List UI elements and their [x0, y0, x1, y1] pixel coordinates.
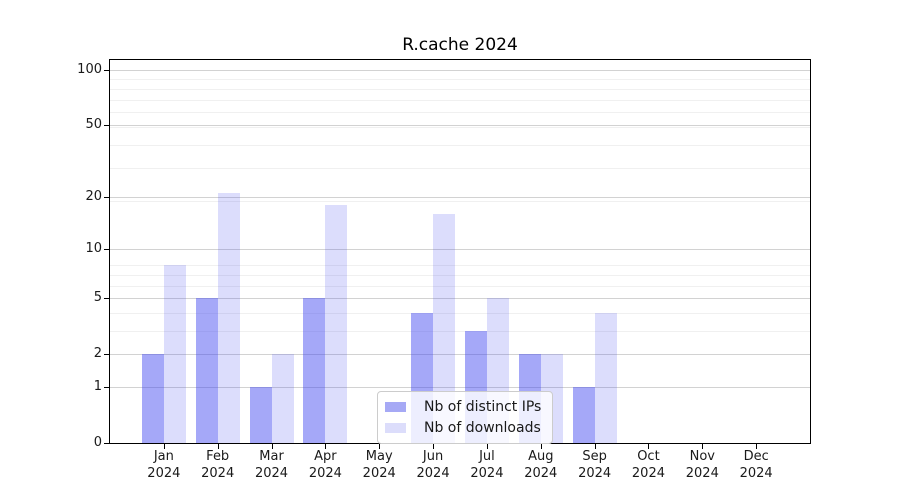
x-tick-label-nov: Nov 2024: [685, 449, 719, 481]
plot-area: [109, 59, 811, 444]
x-tickmark-aug: [540, 444, 542, 449]
major-gridline-10: [110, 249, 810, 251]
y-tickmark-1: [104, 386, 109, 388]
x-tickmark-dec: [756, 444, 758, 449]
x-tickmark-oct: [648, 444, 650, 449]
x-tickmark-sep: [594, 444, 596, 449]
y-tick-label-2: 2: [93, 346, 102, 362]
legend-label-distinct-ips: Nb of distinct IPs: [424, 398, 542, 415]
legend-item-downloads: Nb of downloads: [385, 417, 541, 438]
minor-gridline-29: [110, 168, 810, 170]
minor-gridline-69: [110, 99, 810, 101]
minor-gridline-79: [110, 88, 810, 90]
bar-distinct-ips-sep: [572, 386, 595, 443]
x-tick-label-may: May 2024: [362, 449, 396, 481]
major-gridline-5: [110, 298, 810, 300]
y-tick-label-20: 20: [85, 188, 102, 204]
minor-gridline-6: [110, 285, 810, 287]
y-tickmark-10: [104, 249, 109, 251]
x-tick-label-aug: Aug 2024: [524, 449, 558, 481]
x-tick-label-apr: Apr 2024: [308, 449, 342, 481]
bar-downloads-feb: [217, 193, 240, 443]
x-tickmark-jun: [433, 444, 435, 449]
x-tick-label-jun: Jun 2024: [416, 449, 450, 481]
y-tickmark-100: [104, 70, 109, 71]
x-tickmark-jan: [163, 444, 165, 449]
x-tick-label-jan: Jan 2024: [147, 449, 181, 481]
x-tick-label-mar: Mar 2024: [254, 449, 289, 481]
bar-downloads-jun: [433, 214, 456, 443]
legend-item-distinct-ips: Nb of distinct IPs: [385, 396, 541, 417]
minor-gridline-3: [110, 330, 810, 332]
minor-gridline-89: [110, 79, 810, 81]
bar-distinct-ips-jan: [141, 354, 164, 443]
x-tickmark-mar: [271, 444, 273, 449]
x-tick-label-dec: Dec 2024: [739, 449, 773, 481]
y-tick-label-100: 100: [77, 62, 102, 77]
bar-distinct-ips-mar: [249, 386, 272, 443]
y-tick-label-50: 50: [85, 117, 102, 133]
minor-gridline-49: [110, 126, 810, 128]
legend-swatch-downloads: [385, 422, 406, 433]
x-tick-label-oct: Oct 2024: [631, 449, 665, 481]
major-gridline-20: [110, 196, 810, 198]
minor-gridline-59: [110, 112, 810, 114]
bar-downloads-sep: [594, 312, 617, 443]
x-tickmark-may: [379, 444, 381, 449]
minor-gridline-19: [110, 200, 810, 202]
x-tick-label-jul: Jul 2024: [470, 449, 504, 481]
bar-distinct-ips-feb: [195, 298, 218, 443]
minor-gridline-7: [110, 274, 810, 276]
x-tickmark-feb: [217, 444, 219, 449]
y-tick-label-5: 5: [93, 290, 102, 306]
y-tickmark-50: [104, 125, 109, 127]
x-tickmark-jul: [486, 444, 488, 449]
bar-downloads-mar: [271, 354, 294, 443]
y-tickmark-5: [104, 298, 109, 300]
major-gridline-100: [110, 70, 810, 71]
x-tick-label-feb: Feb 2024: [201, 449, 235, 481]
bar-distinct-ips-apr: [303, 298, 326, 443]
bar-downloads-jan: [163, 265, 186, 443]
minor-gridline-8: [110, 265, 810, 267]
y-tick-label-10: 10: [85, 241, 102, 257]
x-tickmark-apr: [325, 444, 327, 449]
legend-label-downloads: Nb of downloads: [424, 419, 541, 436]
x-tickmark-nov: [702, 444, 704, 449]
chart-title: R.cache 2024: [402, 35, 518, 55]
major-gridline-2: [110, 354, 810, 356]
minor-gridline-4: [110, 312, 810, 314]
y-tickmark-0: [104, 443, 109, 444]
major-gridline-50: [110, 125, 810, 127]
y-tick-label-0: 0: [93, 435, 102, 450]
bar-downloads-apr: [325, 205, 348, 443]
y-tickmark-2: [104, 354, 109, 356]
major-gridline-1: [110, 386, 810, 388]
minor-gridline-39: [110, 144, 810, 146]
x-tick-label-sep: Sep 2024: [578, 449, 612, 481]
y-tick-label-1: 1: [93, 378, 102, 394]
legend-swatch-distinct-ips: [385, 401, 406, 412]
legend: Nb of distinct IPs Nb of downloads: [377, 391, 554, 444]
y-tickmark-20: [104, 196, 109, 198]
